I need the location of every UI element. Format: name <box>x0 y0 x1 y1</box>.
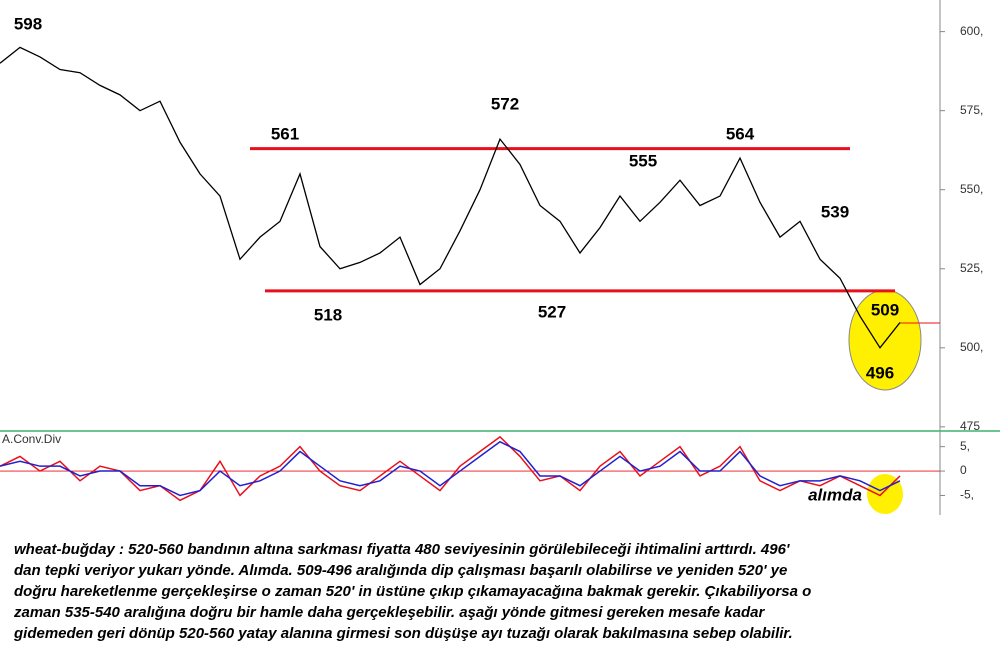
price-annotation: 509 <box>871 300 899 319</box>
y-tick-label: -5, <box>960 488 974 502</box>
caption-line: gidemeden geri dönüp 520-560 yatay alanı… <box>13 625 793 642</box>
price-annotation: 598 <box>14 14 42 33</box>
highlight-circle <box>867 474 903 514</box>
y-tick-label: 600, <box>960 24 983 38</box>
y-tick-label: 5, <box>960 439 970 453</box>
caption-line: dan tepki veriyor yukarı yönde. Alımda. … <box>14 562 787 579</box>
price-line <box>0 46 901 349</box>
caption-line: doğru hareketlenme gerçekleşirse o zaman… <box>14 583 811 600</box>
y-tick-label: 500, <box>960 340 983 354</box>
price-annotation: 496 <box>866 363 894 382</box>
indicator-name: A.Conv.Div <box>2 432 61 446</box>
price-annotation: 518 <box>314 305 342 324</box>
caption-line: zaman 535-540 aralığına doğru bir hamle … <box>13 604 765 621</box>
y-tick-label: 0 <box>960 463 967 477</box>
indicator-line <box>0 440 901 497</box>
indicator-annotation: alımda <box>808 485 862 504</box>
price-annotation: 564 <box>726 124 755 143</box>
price-annotation: 527 <box>538 302 566 321</box>
price-annotation: 555 <box>629 151 657 170</box>
y-tick-label: 475 <box>960 419 980 433</box>
price-annotation: 561 <box>271 124 299 143</box>
price-annotation: 572 <box>491 94 519 113</box>
caption-line: wheat-buğday : 520-560 bandının altına s… <box>14 541 790 558</box>
price-annotation: 539 <box>821 202 849 221</box>
y-tick-label: 525, <box>960 261 983 275</box>
y-tick-label: 575, <box>960 103 983 117</box>
y-tick-label: 550, <box>960 182 983 196</box>
